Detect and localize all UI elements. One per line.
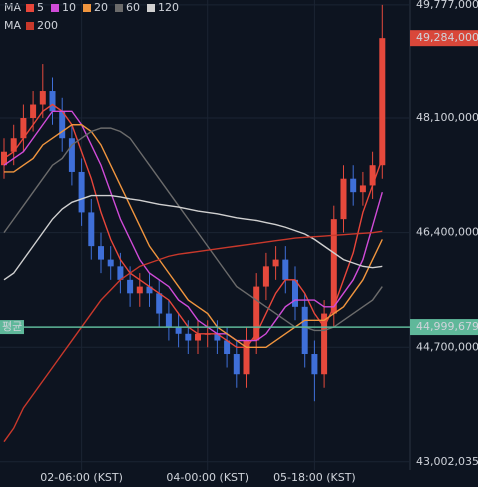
candle-body [98,246,104,260]
candle-body [68,138,75,172]
candle-body [165,313,172,328]
legend-label: MA [4,19,21,32]
legend-entry: 5 [37,1,44,14]
y-tick-label: 44,700,000 [416,340,478,353]
candle-body [379,38,386,166]
legend-swatch [26,22,34,30]
candle-body [127,279,134,294]
legend-entry: 10 [62,1,76,14]
average-value-box [410,319,478,336]
candle-body [282,259,289,280]
ma-line [3,194,383,281]
candle-body [359,185,366,193]
legend-swatch [147,4,155,12]
candle-body [78,171,85,213]
x-tick-label: 05-18:00 (KST) [273,471,356,484]
candle-body [311,354,318,375]
candle-body [146,286,153,294]
candle-body [253,286,260,341]
candle-body [30,104,37,119]
candle-body [350,178,357,193]
last-price-label: 49,284,000 [416,31,478,44]
y-tick-label: 48,100,000 [416,111,478,124]
candle-body [185,333,192,341]
average-name: 평균 [2,320,22,333]
ma-line [3,110,383,342]
y-tick-label: 49,777,000 [416,0,478,11]
legend-swatch [51,4,59,12]
legend-entry: 200 [37,19,58,32]
candle-body [330,219,337,314]
candle-body [262,266,269,287]
candle-body [272,259,279,267]
candle-body [224,340,231,355]
candle-body [369,165,376,186]
candle-body [214,333,221,341]
y-tick-label: 46,400,000 [416,226,478,239]
candle-body [301,306,308,355]
average-tag [0,320,24,335]
candle-body [88,212,95,247]
candle-body [117,266,124,280]
candle-body [49,91,56,112]
candle-body [136,286,143,294]
ma-line [3,230,383,443]
candle-body [10,138,17,152]
legend-label: MA [4,1,21,14]
x-tick-label: 04-00:00 (KST) [166,471,249,484]
average-value: 44,999,679 [416,320,478,333]
candle-body [233,354,240,375]
candle-body [195,333,201,341]
candle-body [321,313,328,375]
legend-swatch [26,4,34,12]
candle-body [107,259,114,267]
candle-body [243,340,250,375]
ma-line [3,127,383,332]
y-tick-label: 43,002,035 [416,455,478,468]
legend-entry: 120 [158,1,179,14]
legend-swatch [83,4,91,12]
candle-body [156,293,163,314]
x-tick-label: 02-06:00 (KST) [40,471,123,484]
last-price-box [410,30,478,47]
candle-body [340,178,347,220]
candle-body [175,327,182,334]
legend-entry: 20 [94,1,108,14]
legend-entry: 60 [126,1,140,14]
candle-body [292,279,298,307]
ma-line [4,124,383,348]
candle-body [59,111,66,139]
candle-body [39,91,46,105]
candle-body [20,118,27,139]
legend-swatch [115,4,123,12]
